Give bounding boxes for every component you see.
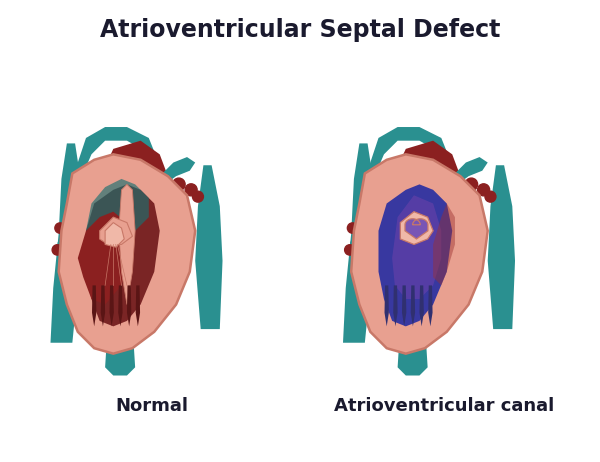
Polygon shape (136, 286, 140, 326)
Circle shape (173, 178, 185, 191)
Polygon shape (405, 219, 428, 239)
Circle shape (62, 207, 77, 222)
Polygon shape (100, 140, 168, 195)
Polygon shape (402, 286, 406, 326)
Circle shape (344, 245, 355, 255)
Polygon shape (109, 286, 114, 326)
Polygon shape (343, 143, 376, 343)
Circle shape (55, 223, 65, 233)
Polygon shape (411, 286, 415, 326)
Circle shape (350, 237, 365, 252)
Polygon shape (78, 212, 133, 304)
Circle shape (52, 245, 62, 255)
Polygon shape (160, 157, 195, 184)
Polygon shape (119, 184, 135, 304)
Polygon shape (127, 286, 131, 326)
Polygon shape (105, 310, 135, 376)
Polygon shape (452, 157, 488, 184)
Polygon shape (398, 310, 428, 376)
Polygon shape (393, 286, 398, 326)
Polygon shape (392, 195, 441, 299)
Polygon shape (433, 203, 455, 286)
Polygon shape (86, 179, 149, 236)
Polygon shape (101, 286, 105, 326)
Circle shape (355, 207, 370, 222)
Polygon shape (195, 165, 223, 329)
Polygon shape (118, 286, 122, 326)
Circle shape (478, 184, 490, 196)
Polygon shape (59, 154, 195, 354)
Polygon shape (385, 286, 389, 326)
Circle shape (185, 184, 197, 196)
Circle shape (193, 191, 203, 202)
Circle shape (465, 178, 478, 191)
Polygon shape (428, 286, 433, 326)
Polygon shape (50, 143, 83, 343)
Circle shape (485, 191, 496, 202)
Polygon shape (488, 165, 515, 329)
Polygon shape (75, 127, 160, 173)
Circle shape (58, 237, 73, 252)
Text: Atrioventricular Septal Defect: Atrioventricular Septal Defect (100, 18, 500, 43)
Polygon shape (379, 184, 452, 326)
Polygon shape (86, 184, 160, 326)
Text: Atrioventricular canal: Atrioventricular canal (334, 397, 554, 415)
Polygon shape (419, 286, 424, 326)
Polygon shape (105, 223, 124, 247)
Circle shape (347, 223, 358, 233)
Polygon shape (100, 217, 133, 244)
Polygon shape (368, 127, 452, 173)
Polygon shape (392, 140, 460, 195)
Text: Normal: Normal (115, 397, 188, 415)
Polygon shape (400, 212, 433, 244)
Polygon shape (351, 154, 488, 354)
Polygon shape (92, 286, 97, 326)
